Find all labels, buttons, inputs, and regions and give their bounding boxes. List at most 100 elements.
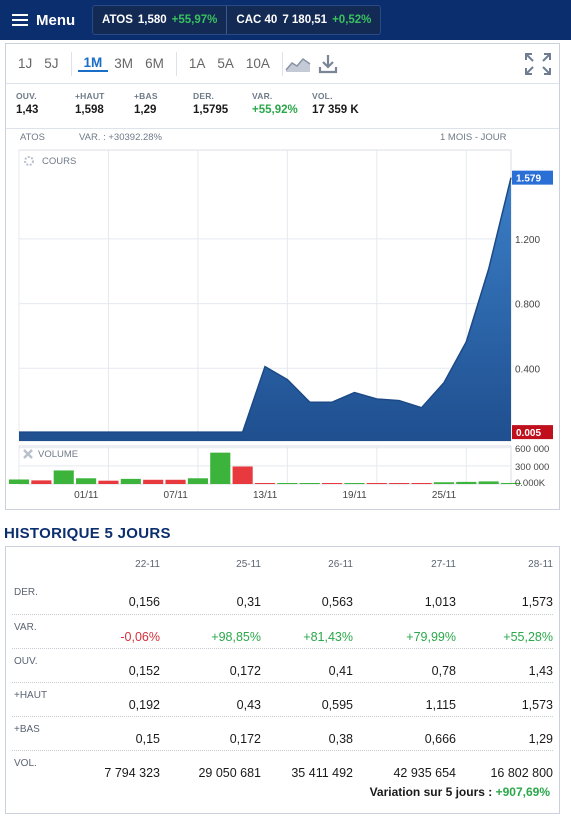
menu-label: Menu xyxy=(36,11,76,29)
history-title: HISTORIQUE 5 JOURS xyxy=(4,525,171,542)
volume-pane xyxy=(18,445,512,485)
price-volume-chart[interactable]: 1.200 0.800 0.400 COURS 1.579 0.005 VOLUME 600 … xyxy=(6,144,559,504)
volume-bar xyxy=(53,470,74,484)
volume-bar xyxy=(299,483,320,484)
history-row-label: +BAS xyxy=(14,724,40,735)
stat-vol: VOL. 17 359 K xyxy=(312,91,359,116)
volume-bar xyxy=(143,479,164,484)
chart-symbol: ATOS xyxy=(20,132,45,143)
history-cell: 0,43 xyxy=(236,698,261,712)
last-price-label: 1.579 xyxy=(516,174,541,185)
volume-bar xyxy=(210,452,231,484)
chart-variation: VAR. : +30392.28% xyxy=(79,132,163,143)
ticker-strip: ATOS 1,580 +55,97% CAC 40 7 180,51 +0,52… xyxy=(92,5,382,35)
ticker-name: CAC 40 xyxy=(236,14,278,26)
volume-bar xyxy=(411,483,432,484)
volume-bar xyxy=(232,466,253,484)
history-cell: +79,99% xyxy=(406,630,456,644)
history-cell: 0,38 xyxy=(328,732,353,746)
history-header-row: 22-11 25-11 26-11 27-11 28-11 xyxy=(12,547,553,581)
history-row-label: VOL. xyxy=(14,758,37,769)
period-1m-button[interactable]: 1M xyxy=(77,55,109,72)
top-bar: Menu ATOS 1,580 +55,97% CAC 40 7 180,51 … xyxy=(0,0,571,40)
x-tick-label: 01/11 xyxy=(74,490,99,501)
ticker-change: +0,52% xyxy=(332,14,372,26)
volume-bar xyxy=(366,483,387,484)
chart-type-icon[interactable] xyxy=(283,52,313,76)
history-cell: 0,152 xyxy=(128,664,160,678)
volume-bar xyxy=(98,480,119,484)
price-series-line xyxy=(19,177,512,433)
download-icon[interactable] xyxy=(313,52,343,76)
volume-bar xyxy=(187,478,208,484)
volume-tick-label: 0.000K xyxy=(515,478,546,489)
history-cell: -0,06% xyxy=(120,630,160,644)
history-row-label: OUV. xyxy=(14,656,38,667)
stat-haut: +HAUT 1,598 xyxy=(75,91,105,116)
period-6m-button[interactable]: 6M xyxy=(145,56,164,71)
history-cell: 42 935 654 xyxy=(393,766,456,780)
history-cell: 29 050 681 xyxy=(198,766,261,780)
ticker-cac40[interactable]: CAC 40 7 180,51 +0,52% xyxy=(226,6,380,34)
period-3m-button[interactable]: 3M xyxy=(114,56,134,71)
ticker-atos[interactable]: ATOS 1,580 +55,97% xyxy=(93,6,226,34)
history-table: 22-11 25-11 26-11 27-11 28-11 DER. 0,156 0,31 0,… xyxy=(5,546,560,814)
period-5j-button[interactable]: 5J xyxy=(44,56,59,71)
history-cell: 0,666 xyxy=(424,732,456,746)
ticker-value: 1,580 xyxy=(137,14,167,26)
history-cell: +81,43% xyxy=(303,630,353,644)
history-cell: 0,563 xyxy=(321,595,353,609)
history-row: VOL. 7 794 323 29 050 681 35 411 492 42 935 … xyxy=(12,750,553,784)
volume-bar xyxy=(31,480,52,484)
y-tick-label: 0.800 xyxy=(515,300,540,311)
history-cell: 0,192 xyxy=(128,698,160,712)
volume-bar xyxy=(456,481,477,484)
history-cell: 0,172 xyxy=(229,664,261,678)
stat-bas: +BAS 1,29 xyxy=(134,91,158,116)
volume-bar xyxy=(344,483,365,484)
volume-bar xyxy=(389,483,410,484)
period-selector: 1J 5J 1M 3M 6M 1A 5A 10A xyxy=(6,44,559,84)
series-title: COURS xyxy=(42,156,76,167)
variation-value: +907,69% xyxy=(495,785,550,799)
history-row: DER. 0,156 0,31 0,563 1,013 1,573 xyxy=(12,580,553,614)
variation-5-days: Variation sur 5 jours : +907,69% xyxy=(370,785,550,799)
menu-button[interactable]: Menu xyxy=(0,0,92,40)
history-row-label: +HAUT xyxy=(14,690,48,701)
ticker-value: 7 180,51 xyxy=(282,14,328,26)
period-10a-button[interactable]: 10A xyxy=(245,56,270,71)
history-date: 26-11 xyxy=(328,559,353,570)
volume-bar xyxy=(120,478,141,484)
period-5a-button[interactable]: 5A xyxy=(217,56,234,71)
ticker-change: +55,97% xyxy=(171,14,218,26)
volume-bar xyxy=(500,482,522,484)
stats-bar: OUV. 1,43 +HAUT 1,598 +BAS 1,29 DER. 1,5795 … xyxy=(6,85,559,129)
min-price-label: 0.005 xyxy=(516,428,541,439)
history-row: +HAUT 0,192 0,43 0,595 1,115 1,573 xyxy=(12,682,553,716)
period-group-short: 1J 5J xyxy=(6,51,72,76)
min-price-tag xyxy=(512,425,553,440)
period-1j-button[interactable]: 1J xyxy=(18,56,33,71)
history-cell: 1,29 xyxy=(528,732,553,746)
history-cell: 1,013 xyxy=(424,595,456,609)
period-group-years: 1A 5A 10A xyxy=(177,51,283,76)
history-row: +BAS 0,15 0,172 0,38 0,666 1,29 xyxy=(12,716,553,750)
history-cell: 1,43 xyxy=(528,664,553,678)
volume-title: VOLUME xyxy=(38,449,78,460)
history-cell: +98,85% xyxy=(211,630,261,644)
x-tick-label: 25/11 xyxy=(432,490,457,501)
y-tick-label: 0.400 xyxy=(515,364,540,375)
volume-bar xyxy=(8,479,30,484)
settings-gear-icon xyxy=(24,156,34,166)
fullscreen-icon[interactable] xyxy=(523,52,553,76)
stat-ouv: OUV. 1,43 xyxy=(16,91,39,116)
x-tick-label: 13/11 xyxy=(253,490,278,501)
chart-panel: 1J 5J 1M 3M 6M 1A 5A 10A OUV. 1,43 +HAUT 1… xyxy=(5,43,560,510)
volume-tick-label: 300 000 xyxy=(515,462,549,473)
history-row-label: VAR. xyxy=(14,622,37,633)
history-cell: 0,31 xyxy=(236,595,261,609)
history-date: 22-11 xyxy=(135,559,160,570)
volume-bar xyxy=(478,481,499,484)
period-1a-button[interactable]: 1A xyxy=(188,56,206,71)
history-date: 25-11 xyxy=(236,559,261,570)
